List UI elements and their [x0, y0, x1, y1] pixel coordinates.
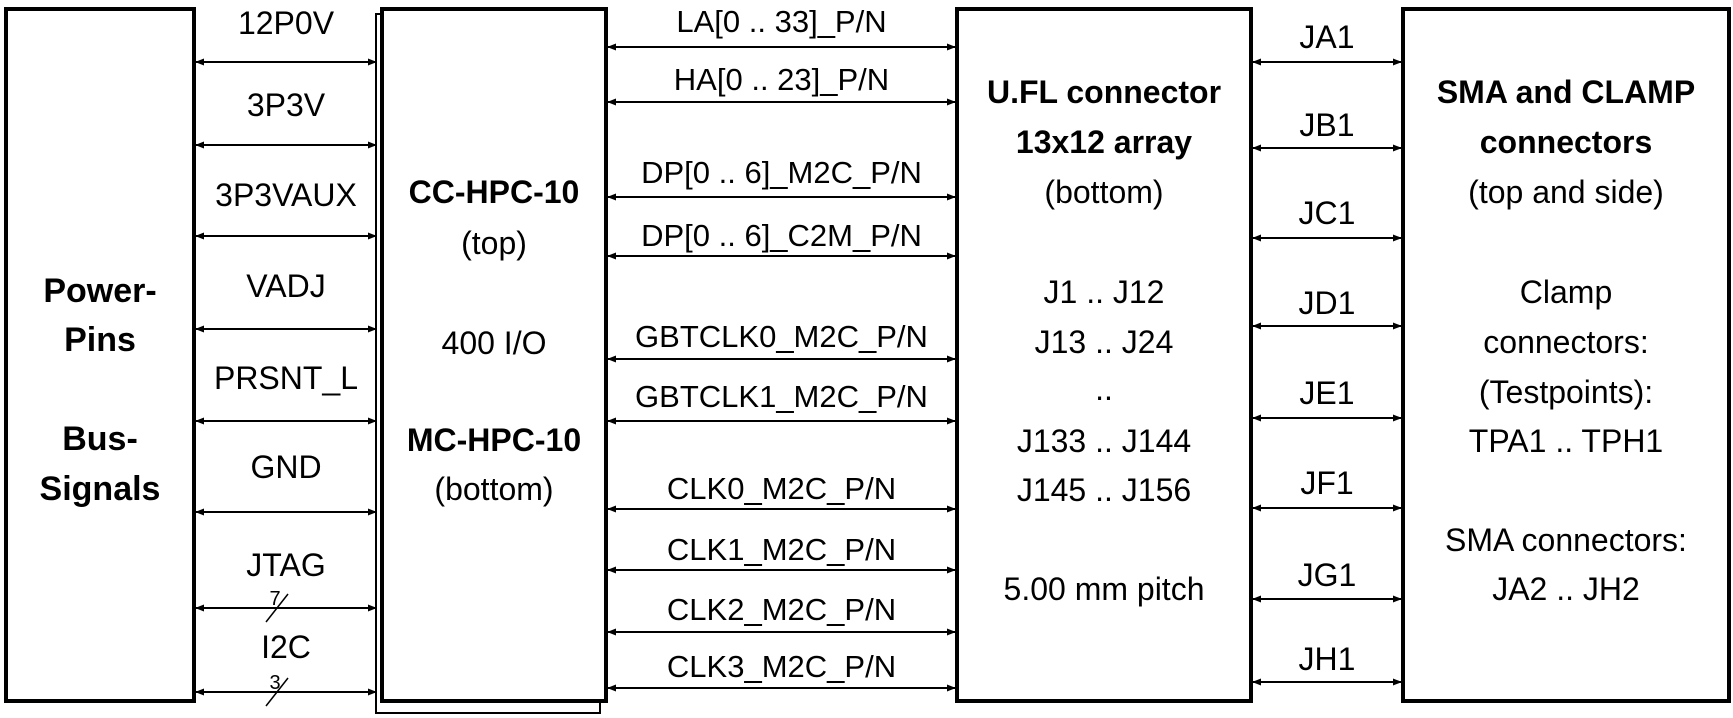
hpc-signal-label: GBTCLK0_M2C_P/N — [635, 319, 928, 354]
sma-clamp-line: connectors: — [1483, 324, 1648, 360]
jack-connections: JA1 JB1 JC1 JD1 JE1 JF1 JG1 JH1 — [1252, 19, 1402, 686]
sma-clamp-line: TPA1 .. TPH1 — [1469, 423, 1663, 459]
power-signal-bus-width: 7 — [269, 588, 280, 610]
jack-signal-label: JF1 — [1300, 465, 1353, 501]
sma-clamp-line: (Testpoints): — [1479, 374, 1653, 410]
ufl-row: .. — [1095, 371, 1113, 407]
jack-signal-label: JE1 — [1299, 375, 1354, 411]
hpc-signal-label: CLK0_M2C_P/N — [667, 471, 896, 506]
hpc-pos-bottom: (bottom) — [434, 471, 553, 507]
hpc-signal-label: CLK3_M2C_P/N — [667, 649, 896, 684]
hpc-name-bottom: MC-HPC-10 — [407, 422, 581, 458]
power-signal-bus-slash — [265, 593, 289, 623]
hpc-pos-top: (top) — [461, 225, 527, 261]
sma-connectors-line: SMA connectors: — [1445, 522, 1687, 558]
power-signal-label: 3P3V — [247, 87, 326, 123]
ufl-row: J133 .. J144 — [1017, 423, 1191, 459]
power-block-line1: Power- — [43, 272, 156, 310]
sma-pos: (top and side) — [1468, 174, 1664, 210]
power-signal-label: PRSNT_L — [214, 360, 358, 396]
jack-signal-label: JB1 — [1299, 107, 1354, 143]
ufl-block — [955, 7, 1253, 703]
hpc-signal-label: HA[0 .. 23]_P/N — [674, 62, 889, 97]
jack-signal-label: JH1 — [1299, 641, 1356, 677]
power-signal-label: JTAG — [246, 547, 325, 583]
ufl-row: J145 .. J156 — [1017, 472, 1191, 508]
hpc-connections: LA[0 .. 33]_P/N HA[0 .. 23]_P/N DP[0 .. 6]… — [607, 4, 956, 692]
jack-signal-label: JC1 — [1299, 195, 1356, 231]
hpc-name-top: CC-HPC-10 — [409, 174, 580, 210]
power-signal-label: 12P0V — [238, 5, 335, 41]
power-signal-label: I2C — [261, 629, 311, 665]
power-connections: 12P0V 3P3V 3P3VAUX VADJ PRSNT_L GND JTAG 7 I2C 3 — [195, 5, 377, 707]
power-signal-label: VADJ — [246, 268, 325, 304]
sma-clamp-line: Clamp — [1520, 274, 1612, 310]
power-signal-label: 3P3VAUX — [215, 177, 357, 213]
power-signal-label: GND — [250, 449, 321, 485]
power-block-line4: Signals — [40, 470, 161, 508]
hpc-signal-label: DP[0 .. 6]_C2M_P/N — [641, 218, 922, 253]
power-block-line3: Bus- — [62, 420, 138, 458]
sma-block — [1401, 7, 1731, 703]
sma-title2: connectors — [1480, 124, 1652, 160]
ufl-title2: 13x12 array — [1016, 124, 1192, 160]
power-block-line2: Pins — [64, 321, 136, 359]
sma-connectors-line: JA2 .. JH2 — [1492, 571, 1640, 607]
power-signal-bus-slash — [265, 677, 289, 707]
jack-signal-label: JG1 — [1298, 557, 1357, 593]
hpc-block — [380, 7, 608, 703]
ufl-row: J1 .. J12 — [1044, 274, 1165, 310]
hpc-signal-label: LA[0 .. 33]_P/N — [676, 4, 886, 39]
hpc-signal-label: CLK2_M2C_P/N — [667, 592, 896, 627]
ufl-title1: U.FL connector — [987, 74, 1221, 110]
hpc-signal-label: CLK1_M2C_P/N — [667, 532, 896, 567]
sma-title1: SMA and CLAMP — [1437, 74, 1695, 110]
ufl-row: J13 .. J24 — [1035, 324, 1174, 360]
jack-signal-label: JA1 — [1299, 19, 1354, 55]
jack-signal-label: JD1 — [1299, 285, 1356, 321]
power-block — [4, 7, 196, 703]
hpc-io: 400 I/O — [442, 325, 547, 361]
hpc-signal-label: DP[0 .. 6]_M2C_P/N — [641, 155, 922, 190]
ufl-pos: (bottom) — [1044, 174, 1163, 210]
power-signal-bus-width: 3 — [269, 672, 280, 694]
ufl-pitch: 5.00 mm pitch — [1004, 571, 1205, 607]
hpc-signal-label: GBTCLK1_M2C_P/N — [635, 379, 928, 414]
